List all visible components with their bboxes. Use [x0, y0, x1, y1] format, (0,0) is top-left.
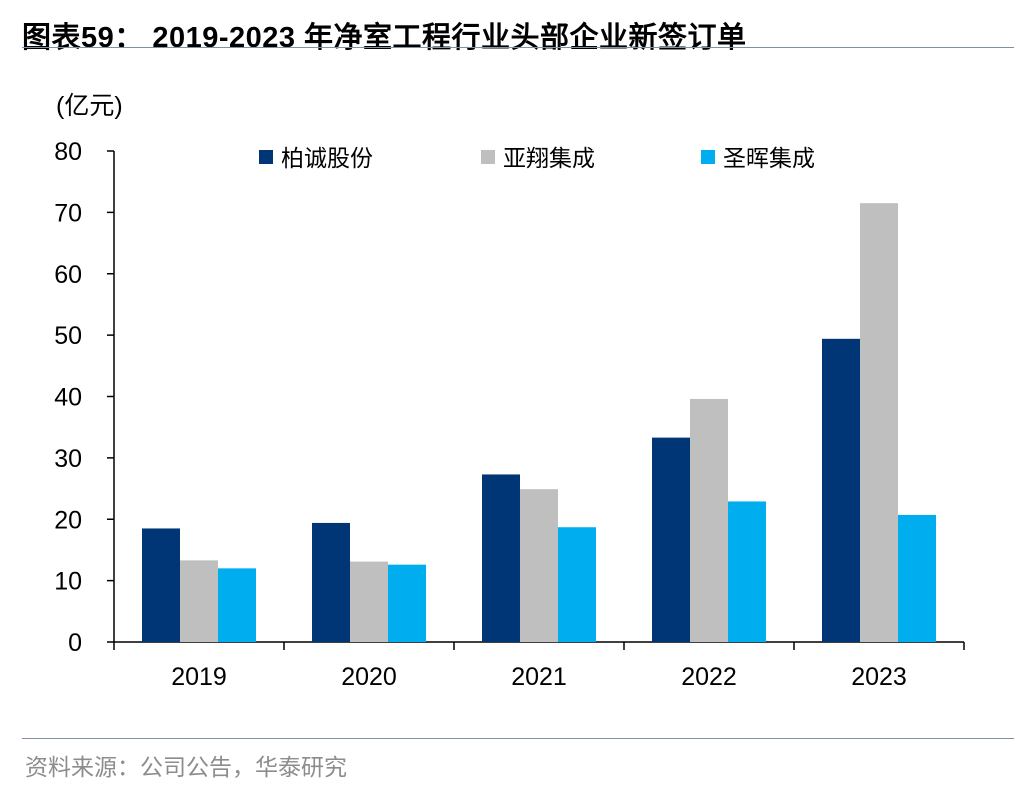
bar-1-2020	[312, 522, 350, 642]
x-tick-label: 2023	[851, 663, 907, 691]
y-tick-label: 40	[54, 384, 82, 412]
source-note: 资料来源：公司公告，华泰研究	[25, 755, 347, 781]
y-tick-label: 30	[54, 445, 82, 473]
y-tick-label: 10	[54, 568, 82, 596]
bar-1-2021	[482, 474, 520, 642]
bar-2-2023	[860, 203, 898, 642]
y-tick-label: 80	[54, 138, 82, 166]
legend-label-1: 柏诚股份	[281, 146, 373, 172]
bar-2-2021	[520, 489, 558, 642]
bar-1-2023	[822, 338, 860, 642]
x-tick-label: 2022	[681, 663, 737, 691]
bar-2-2022	[690, 398, 728, 642]
legend-label-2: 亚翔集成	[503, 146, 595, 172]
y-tick-label: 0	[68, 629, 82, 657]
y-tick-label: 20	[54, 506, 82, 534]
bar-3-2019	[218, 568, 256, 642]
y-tick-label: 50	[54, 322, 82, 350]
chart-title: 图表59： 2019-2023 年净室工程行业头部企业新签订单	[22, 22, 747, 54]
x-tick-label: 2019	[171, 663, 227, 691]
bar-3-2023	[898, 514, 936, 642]
y-tick-label: 60	[54, 261, 82, 289]
legend-swatch-1	[259, 150, 273, 164]
bar-2-2020	[350, 561, 388, 642]
y-unit-label: (亿元)	[56, 92, 123, 120]
legend-label-3: 圣晖集成	[723, 146, 815, 172]
x-tick-label: 2020	[341, 663, 397, 691]
bar-3-2021	[558, 527, 596, 642]
x-tick-label: 2021	[511, 663, 567, 691]
legend-swatch-3	[701, 150, 715, 164]
bar-3-2020	[388, 564, 426, 642]
bar-1-2022	[652, 437, 690, 642]
legend-swatch-2	[481, 150, 495, 164]
bar-3-2022	[728, 501, 766, 642]
y-tick-label: 70	[54, 199, 82, 227]
footer-divider	[22, 738, 1014, 739]
bar-2-2019	[180, 560, 218, 642]
bar-1-2019	[142, 528, 180, 642]
title-divider	[22, 47, 1014, 48]
